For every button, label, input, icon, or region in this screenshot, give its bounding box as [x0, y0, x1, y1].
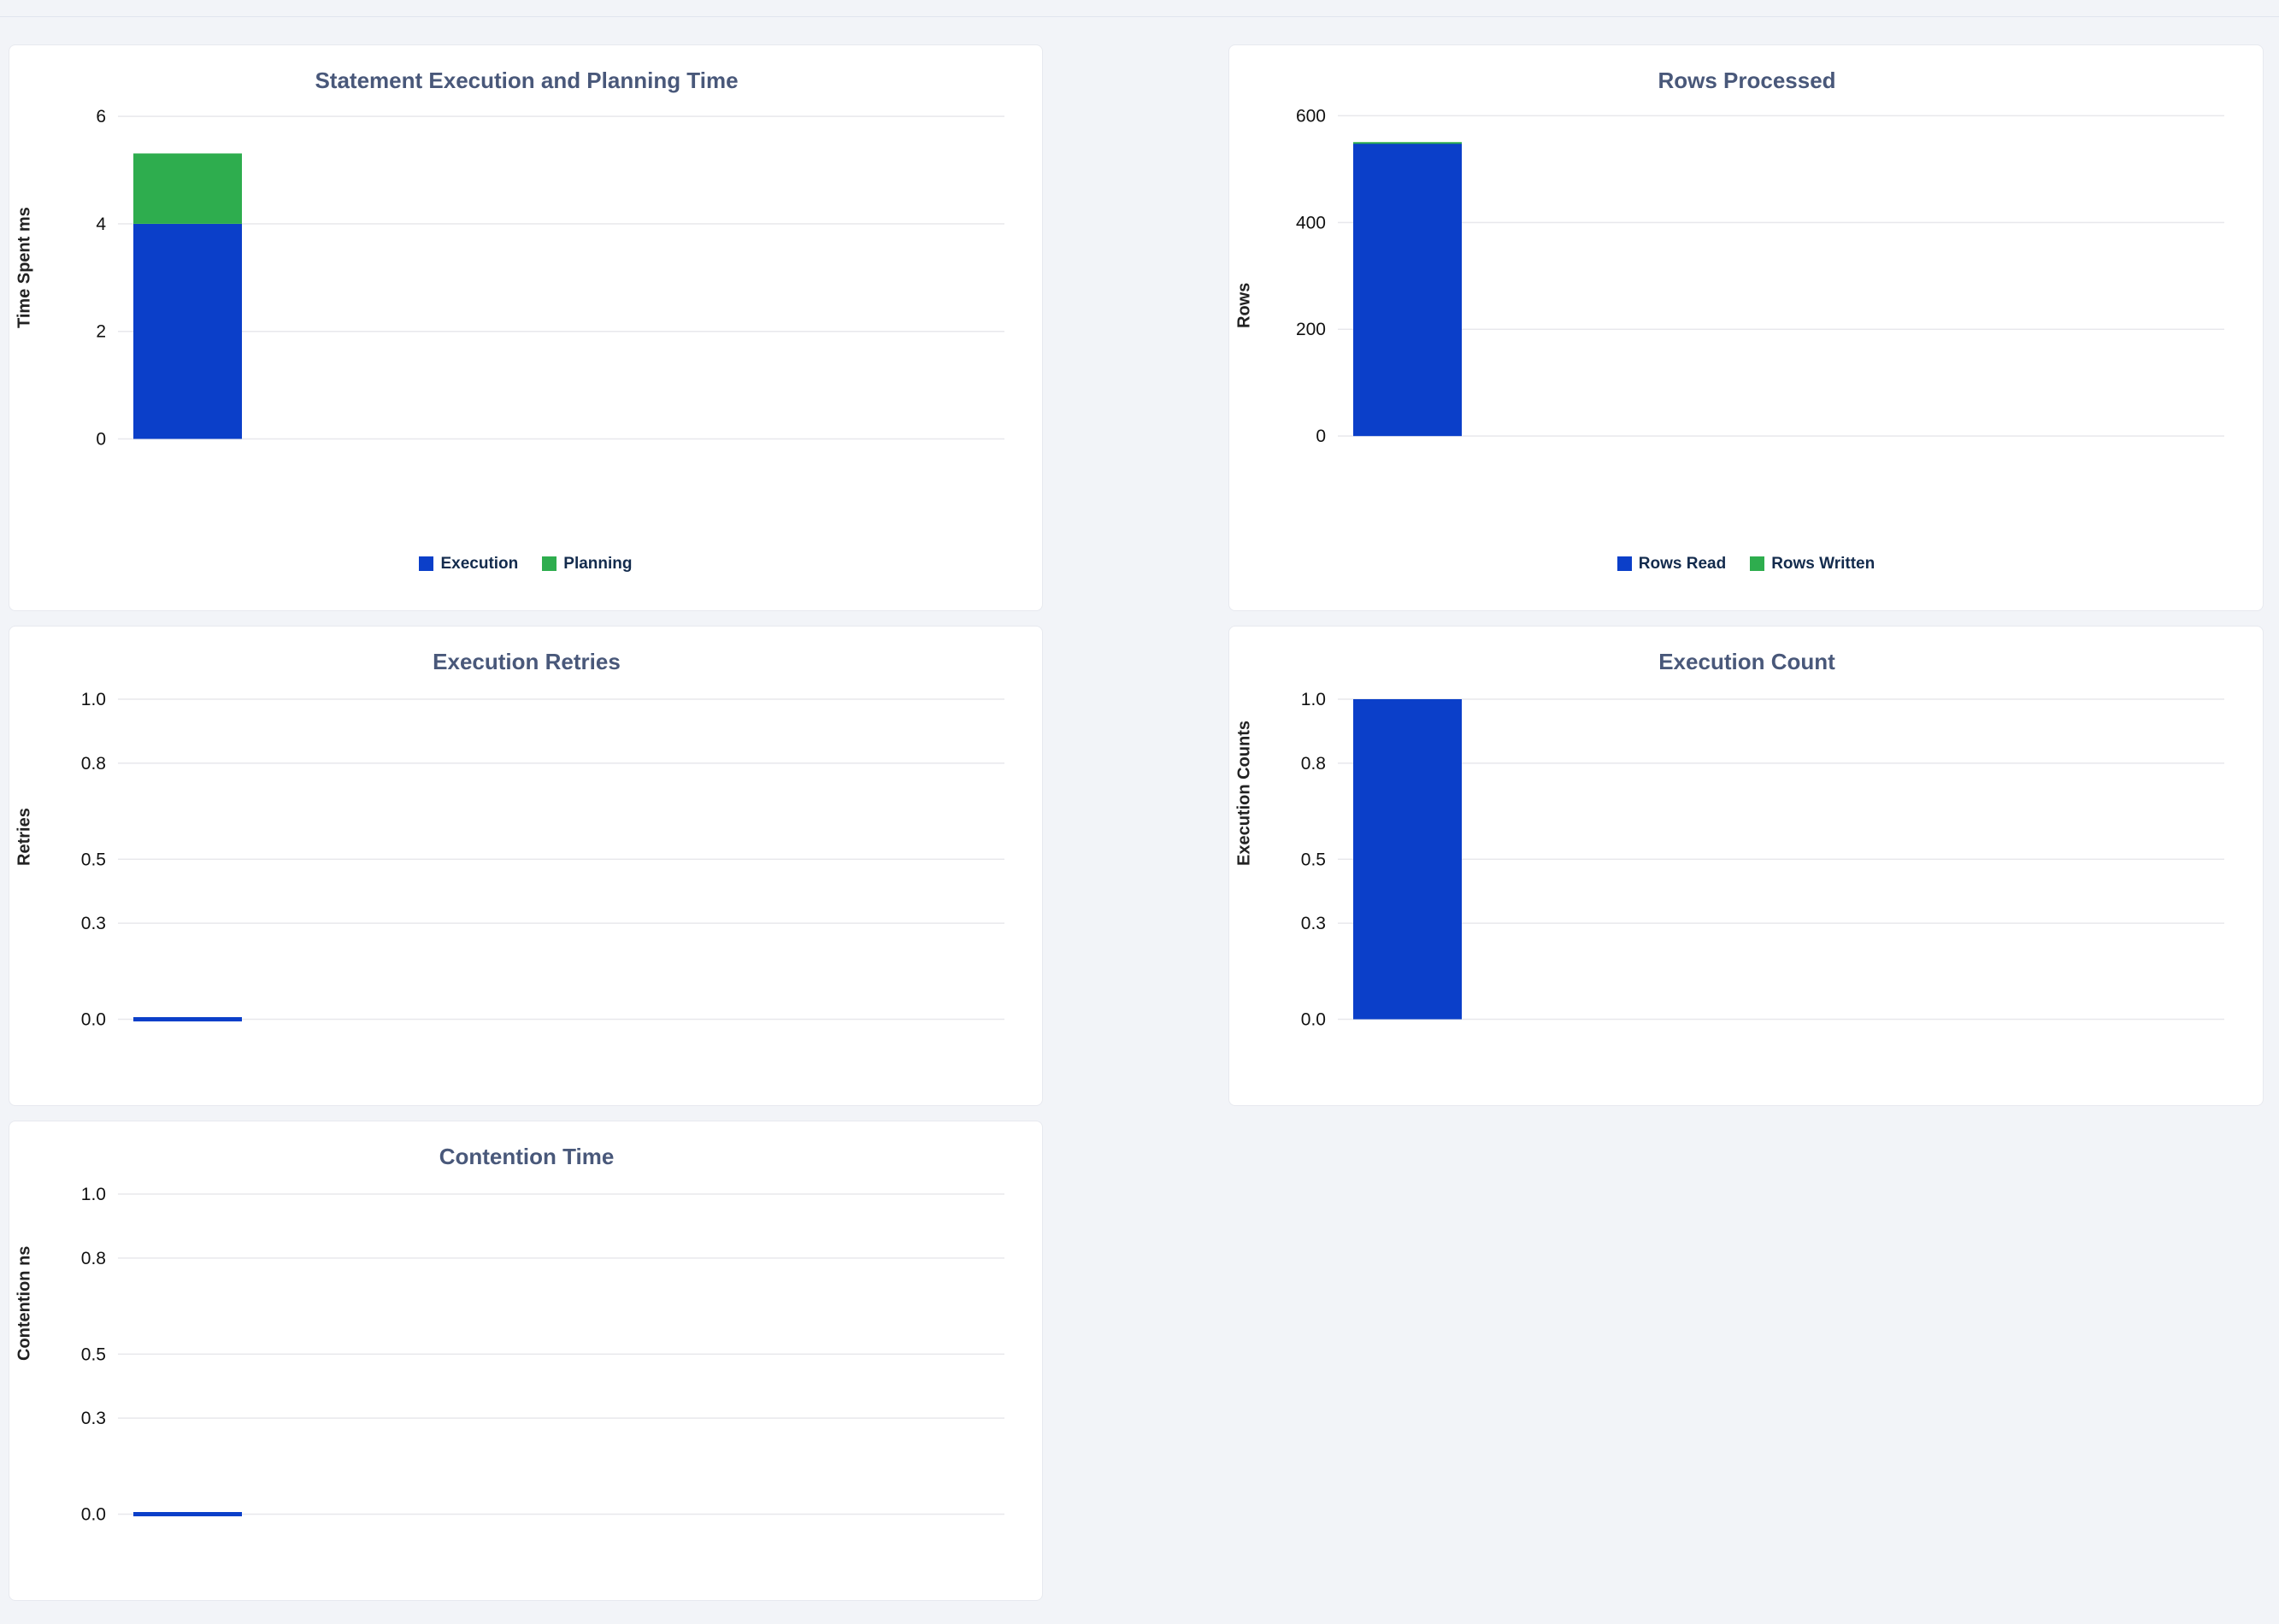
svg-text:1.0: 1.0 [81, 690, 106, 709]
svg-text:1.0: 1.0 [1301, 690, 1326, 709]
svg-text:0.0: 0.0 [1301, 1010, 1326, 1030]
svg-text:0.5: 0.5 [1301, 850, 1326, 869]
svg-text:2: 2 [96, 322, 106, 342]
svg-text:600: 600 [1296, 106, 1326, 126]
svg-text:1.0: 1.0 [81, 1185, 106, 1204]
svg-text:4: 4 [96, 215, 106, 234]
svg-text:0.3: 0.3 [81, 914, 106, 933]
svg-text:0.8: 0.8 [1301, 754, 1326, 774]
svg-text:0.8: 0.8 [81, 754, 106, 774]
svg-text:0: 0 [96, 430, 106, 450]
svg-text:200: 200 [1296, 320, 1326, 339]
svg-text:400: 400 [1296, 213, 1326, 232]
svg-text:0: 0 [1316, 427, 1326, 446]
svg-text:0.8: 0.8 [81, 1249, 106, 1268]
svg-text:0.5: 0.5 [81, 1345, 106, 1364]
svg-text:0.3: 0.3 [1301, 914, 1326, 933]
svg-text:0.0: 0.0 [81, 1505, 106, 1525]
svg-text:0.3: 0.3 [81, 1409, 106, 1428]
svg-text:0.0: 0.0 [81, 1010, 106, 1030]
svg-text:0.5: 0.5 [81, 850, 106, 869]
svg-text:6: 6 [96, 107, 106, 127]
